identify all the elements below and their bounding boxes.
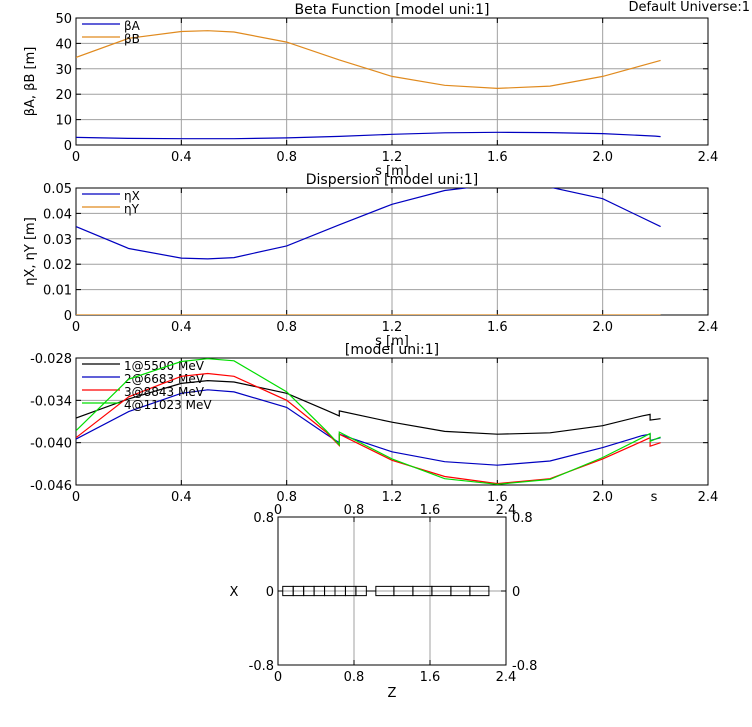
series-line-orbit-3	[76, 358, 661, 485]
legend-label-3: 4@11023 MeV	[124, 398, 212, 412]
chart-title: [model uni:1]	[345, 342, 439, 358]
y-tick-label: 0	[64, 309, 72, 324]
y-tick-label-right: 0	[512, 585, 520, 600]
y-tick-label: 30	[55, 63, 72, 78]
x-tick-label-top: 0	[274, 503, 282, 518]
x-tick-label: 2.4	[698, 320, 719, 335]
x-tick-label: 2.4	[698, 150, 719, 165]
y-tick-label: -0.046	[30, 479, 72, 494]
x-tick-label: 0.8	[344, 670, 365, 685]
legend-label-2: 3@8843 MeV	[124, 385, 205, 399]
chart-title: Beta Function [model uni:1]	[295, 2, 490, 18]
legend-label-1: 2@6683 MeV	[124, 372, 205, 386]
chart-floor: 000.80.81.61.62.42.4-0.8 -0.80 00.8 0.8ZX	[230, 503, 538, 701]
y-tick-label: -0.040	[30, 437, 72, 452]
x-tick-label: 0.8	[276, 490, 297, 505]
y-tick-label: -0.034	[30, 394, 72, 409]
chart-beta: 0 0.4 0.8 1.2 1.6 2.0 2.4 0 10 20 30 40 50 Beta Funct…	[23, 2, 718, 179]
chart-dispersion: 0 0.4 0.8 1.2 1.6 2.0 2.4 0 0.01 0.02 0.03 0.04 0.05…	[23, 172, 718, 349]
universe-label: Default Universe:1	[629, 0, 750, 15]
y-tick-label: 0.02	[43, 258, 72, 273]
y-tick-label: 40	[55, 37, 72, 52]
lattice-element-13	[469, 585, 490, 597]
x-tick-label: 2.0	[592, 150, 613, 165]
x-tick-label: 0.8	[276, 320, 297, 335]
x-tick-label: 1.2	[382, 320, 403, 335]
y-tick-label: 20	[55, 88, 72, 103]
y-tick-label-right: 0.8	[512, 511, 533, 526]
series-line-beta-0	[76, 131, 661, 140]
x-tick-label: 2.0	[592, 490, 613, 505]
x-tick-label: 2.4	[496, 670, 517, 685]
y-axis-label: X	[230, 585, 239, 600]
x-axis-label: s	[651, 490, 658, 505]
x-tick-label: 1.6	[487, 150, 508, 165]
x-tick-label: 2.0	[592, 320, 613, 335]
x-axis-label: Z	[388, 686, 397, 701]
x-tick-label: 1.6	[487, 320, 508, 335]
x-tick-label: 0.4	[171, 320, 192, 335]
x-tick-label: 1.2	[382, 490, 403, 505]
x-tick-label: 0	[72, 490, 80, 505]
y-tick-label: 0.03	[43, 233, 72, 248]
x-axis-label: s [m]	[375, 334, 409, 349]
x-tick-label-top: 0.8	[344, 503, 365, 518]
x-tick-label: 0	[72, 150, 80, 165]
y-tick-label: 10	[55, 114, 72, 129]
y-axis-label: ηX, ηY [m]	[23, 217, 38, 286]
y-tick-label: 50	[55, 12, 72, 27]
x-tick-label: 0	[72, 320, 80, 335]
series-line-orbit-0	[76, 379, 661, 435]
legend-label-0: ηX	[124, 189, 140, 203]
series-line-orbit-2	[76, 372, 661, 485]
y-tick-label: -0.028	[30, 352, 72, 367]
y-tick-label: 0.05	[43, 182, 72, 197]
y-tick-label: -0.8	[249, 659, 274, 674]
y-tick-label: 0	[64, 139, 72, 154]
series-line-orbit-1	[76, 389, 661, 466]
y-axis-label: βA, βB [m]	[23, 47, 38, 117]
x-tick-label: 1.6	[420, 670, 441, 685]
x-tick-label: 0	[274, 670, 282, 685]
legend-label-1: βB	[124, 32, 140, 46]
x-tick-label: 0.4	[171, 150, 192, 165]
y-tick-label: 0.04	[43, 207, 72, 222]
x-tick-label: 2.4	[698, 490, 719, 505]
y-tick-label: 0.01	[43, 284, 72, 299]
x-tick-label: 0.8	[276, 150, 297, 165]
legend-label-0: 1@5500 MeV	[124, 359, 205, 373]
x-tick-label-top: 1.6	[420, 503, 441, 518]
series-line-beta-1	[76, 30, 661, 90]
series-line-dispersion-0	[76, 188, 661, 260]
legend-label-0: βA	[124, 19, 141, 33]
y-tick-label: 0.8	[253, 511, 274, 526]
x-tick-label: 1.6	[487, 490, 508, 505]
chart-title: Dispersion [model uni:1]	[306, 172, 479, 188]
x-tick-label-top: 2.4	[496, 503, 517, 518]
x-axis-label: s [m]	[375, 164, 409, 179]
chart-orbit: 0 0.4 0.8 1.2 1.6 2.0 2.4 -0.046 -0.040 -0.034 -0.…	[30, 342, 718, 505]
x-tick-label: 0.4	[171, 490, 192, 505]
legend-label-1: ηY	[124, 202, 140, 216]
y-tick-label-right: -0.8	[512, 659, 537, 674]
x-tick-label: 1.2	[382, 150, 403, 165]
y-tick-label: 0	[266, 585, 274, 600]
